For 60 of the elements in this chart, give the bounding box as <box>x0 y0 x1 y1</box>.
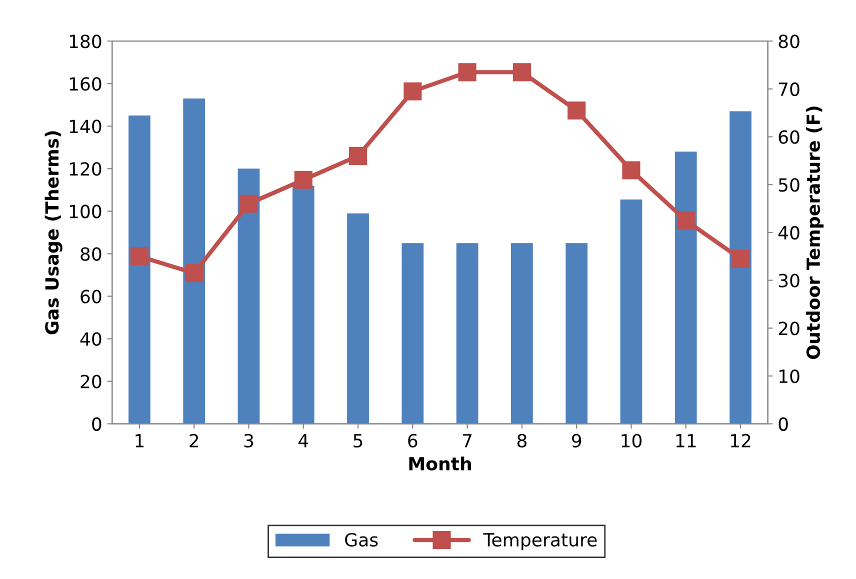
point <box>676 211 695 230</box>
y-tick-label: 140 <box>70 120 102 134</box>
point <box>512 63 531 82</box>
point <box>348 146 368 165</box>
bar <box>402 243 424 424</box>
point <box>458 63 476 82</box>
y-tick-label: 20 <box>80 374 102 388</box>
y-tick-label: 40 <box>80 332 102 346</box>
bar <box>620 200 642 424</box>
x-tick-label: 3 <box>244 434 254 448</box>
y2-tick-label: 40 <box>778 226 800 240</box>
point <box>568 101 586 120</box>
x-tick-label: 1 <box>136 434 144 448</box>
point <box>404 82 422 100</box>
y-tick-label: 0 <box>92 417 102 431</box>
y-tick-label: 180 <box>70 34 102 48</box>
bar <box>566 243 588 424</box>
y-axis-title: Gas Usage (Therms) <box>44 131 62 334</box>
x-tick-label: 4 <box>298 434 308 448</box>
y2-tick-label: 0 <box>778 417 788 431</box>
y2-tick-label: 20 <box>778 322 800 336</box>
bar <box>674 152 697 424</box>
x-tick-label: 9 <box>572 434 582 448</box>
point <box>240 194 258 213</box>
x-tick-label: 8 <box>517 434 526 448</box>
x-tick-label: 5 <box>354 434 362 448</box>
legend-label: Gas <box>345 532 378 547</box>
y2-tick-label: 80 <box>778 34 800 48</box>
x-tick-label: 10 <box>622 434 642 448</box>
y-tick-label: 60 <box>80 290 102 304</box>
bar <box>238 168 260 424</box>
y2-tick-label: 70 <box>779 82 800 96</box>
x-axis-title: Month <box>409 456 471 471</box>
bar <box>347 213 369 424</box>
bar <box>292 186 314 424</box>
y2-axis-title: Outdoor Temperature (F) <box>806 106 824 359</box>
point <box>130 247 148 266</box>
bar <box>456 243 478 424</box>
y2-tick-label: 10 <box>780 369 800 384</box>
y2-tick-label: 50 <box>778 178 800 192</box>
y-tick-label: 80 <box>80 247 102 261</box>
point <box>731 250 750 268</box>
point <box>185 264 204 282</box>
y-tick-label: 120 <box>70 162 102 176</box>
point <box>622 161 640 180</box>
bar <box>511 243 533 424</box>
y2-tick-label: 30 <box>778 274 800 288</box>
y2-tick-label: 60 <box>778 130 800 144</box>
x-tick-label: 7 <box>463 434 472 448</box>
point <box>294 170 312 189</box>
x-tick-label: 2 <box>190 434 198 448</box>
y-tick-label: 160 <box>70 77 102 91</box>
bar <box>128 116 150 424</box>
x-tick-label: 12 <box>731 434 750 448</box>
x-tick-label: 6 <box>408 434 418 448</box>
y-tick-label: 100 <box>70 204 102 218</box>
legend-label: Temperature <box>483 533 597 550</box>
bar <box>183 98 206 424</box>
bar <box>730 111 752 424</box>
x-tick-label: 11 <box>676 434 696 448</box>
